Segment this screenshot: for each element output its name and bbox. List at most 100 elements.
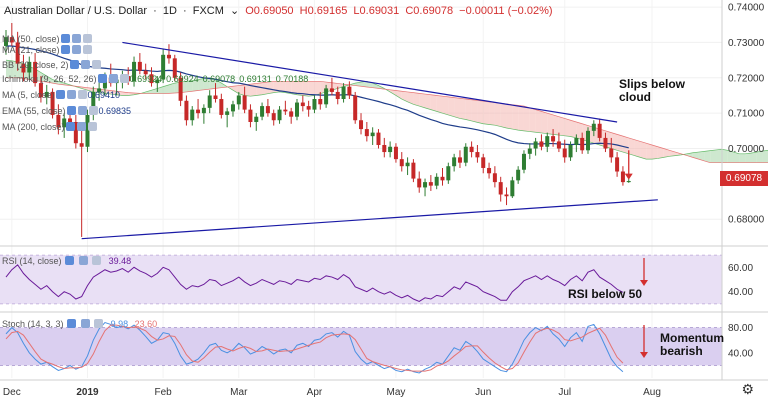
- cloud-bull-segment: [157, 86, 164, 94]
- candle-down: [73, 122, 78, 144]
- eye-icon[interactable]: [67, 319, 77, 328]
- indicator-label[interactable]: MA (200, close): [2, 122, 65, 132]
- close-icon[interactable]: [82, 45, 92, 54]
- cloud-bull-segment: [756, 150, 763, 163]
- candle-down: [213, 95, 218, 100]
- candle-down: [353, 95, 358, 121]
- candle-down: [265, 106, 270, 114]
- candle-down: [603, 137, 608, 149]
- candle-up: [4, 37, 8, 46]
- exchange-label: FXCM: [192, 5, 224, 17]
- close-icon[interactable]: [88, 106, 98, 115]
- indicator-label[interactable]: MA (21, close): [2, 45, 60, 55]
- cloud-bull-segment: [733, 152, 740, 163]
- candle-up: [312, 99, 317, 110]
- y-tick-label: 0.70000: [728, 144, 765, 155]
- cloud-bull-segment: [710, 149, 717, 163]
- candle-down: [498, 182, 503, 195]
- close-icon[interactable]: [91, 60, 101, 69]
- indicator-label[interactable]: EMA (55, close): [2, 106, 66, 116]
- close-icon[interactable]: [82, 34, 92, 43]
- gear-icon[interactable]: [76, 122, 86, 131]
- eye-icon[interactable]: [65, 122, 75, 131]
- cloud-bull-segment: [692, 152, 699, 160]
- cloud-bear-segment: [331, 82, 338, 91]
- gear-icon[interactable]: [80, 319, 90, 328]
- candle-down: [306, 106, 311, 110]
- cloud-bear-segment: [535, 109, 542, 133]
- indicator-label[interactable]: BB (20, close, 2): [2, 60, 69, 70]
- cloud-bear-segment: [419, 93, 426, 108]
- cloud-bull-segment: [145, 90, 152, 94]
- gear-icon[interactable]: [71, 34, 81, 43]
- cloud-bear-segment: [523, 106, 530, 132]
- gear-icon[interactable]: [78, 256, 88, 265]
- candle-up: [510, 180, 515, 197]
- eye-icon[interactable]: [55, 90, 65, 99]
- eye-icon[interactable]: [69, 60, 79, 69]
- axes-layer[interactable]: 0.74000 0.73000 0.72000 0.71000 0.70000 0.680…: [0, 0, 768, 398]
- candle-down: [620, 171, 625, 183]
- candle-up: [388, 146, 393, 153]
- candle-up: [545, 136, 550, 147]
- eye-icon[interactable]: [97, 74, 107, 83]
- cloud-bear-segment: [477, 100, 484, 124]
- candle-up: [533, 141, 538, 149]
- cloud-bull-segment: [762, 150, 768, 163]
- eye-icon[interactable]: [60, 45, 70, 54]
- indicator-label[interactable]: MA (5, close): [2, 90, 55, 100]
- close-icon[interactable]: [77, 90, 87, 99]
- close-value: C0.69078: [405, 5, 454, 17]
- cloud-bear-segment: [390, 89, 396, 96]
- candle-down: [143, 70, 148, 75]
- separator-dot: ·: [182, 5, 187, 17]
- indicator-label[interactable]: MA (50, close): [2, 34, 60, 44]
- rsi-arrow-head: [640, 280, 648, 286]
- candle-up: [27, 61, 32, 73]
- candle-up: [225, 111, 230, 115]
- x-tick-label: Jun: [475, 387, 491, 398]
- cloud-bear-segment: [628, 137, 635, 156]
- candle-down: [359, 120, 364, 130]
- candle-down: [149, 74, 154, 84]
- gear-icon[interactable]: [71, 45, 81, 54]
- gear-icon[interactable]: [108, 74, 118, 83]
- cloud-bear-segment: [238, 84, 245, 96]
- candle-down: [137, 61, 142, 71]
- close-icon[interactable]: [94, 319, 104, 328]
- close-icon[interactable]: [119, 74, 129, 83]
- header-expand-icon[interactable]: ⌄: [229, 5, 240, 17]
- cloud-bear-segment: [483, 101, 490, 125]
- symbol-name[interactable]: Australian Dollar / U.S. Dollar: [4, 5, 148, 17]
- candle-down: [556, 141, 561, 149]
- cloud-bear-segment: [285, 81, 292, 94]
- candle-up: [85, 114, 90, 147]
- eye-icon[interactable]: [66, 106, 76, 115]
- eye-icon[interactable]: [65, 256, 75, 265]
- y-tick-label: 0.73000: [728, 38, 765, 49]
- indicator-label[interactable]: Ichimoku (9, 26, 52, 26): [2, 74, 97, 84]
- eye-icon[interactable]: [60, 34, 70, 43]
- gear-icon[interactable]: ⚙: [741, 381, 754, 397]
- cloud-bear-segment: [116, 91, 123, 96]
- candle-down: [469, 146, 474, 153]
- close-icon[interactable]: [87, 122, 97, 131]
- cloud-bear-segment: [291, 81, 297, 95]
- rsi-label[interactable]: RSI (14, close): [2, 256, 62, 266]
- indicator-row: MA (50, close): [2, 34, 93, 44]
- cloud-bull-segment: [46, 76, 53, 84]
- close-icon[interactable]: [92, 256, 102, 265]
- candle-down: [428, 182, 433, 186]
- interval-label[interactable]: 1D: [162, 5, 177, 17]
- change-value: −0.00011 (−0.02%): [459, 5, 553, 17]
- cloud-bear-segment: [104, 89, 111, 95]
- cloud-bear-segment: [87, 87, 94, 92]
- x-tick-label: Jul: [558, 387, 571, 398]
- candle-down: [393, 146, 398, 160]
- stoch-label[interactable]: Stoch (14, 3, 3): [2, 319, 64, 329]
- gear-icon[interactable]: [80, 60, 90, 69]
- gear-icon[interactable]: [66, 90, 76, 99]
- cloud-bull-segment: [203, 77, 210, 90]
- gear-icon[interactable]: [77, 106, 87, 115]
